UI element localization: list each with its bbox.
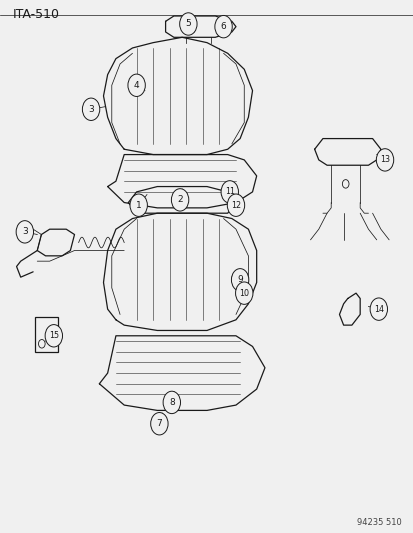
Circle shape <box>221 181 238 203</box>
Text: 94235 510: 94235 510 <box>356 518 401 527</box>
Text: 11: 11 <box>224 188 234 196</box>
Text: 1: 1 <box>135 201 141 209</box>
Circle shape <box>82 98 100 120</box>
Text: 9: 9 <box>237 276 242 284</box>
Circle shape <box>45 325 62 347</box>
Circle shape <box>375 149 393 171</box>
Text: 7: 7 <box>156 419 162 428</box>
Circle shape <box>130 194 147 216</box>
Text: 3: 3 <box>88 105 94 114</box>
Text: 8: 8 <box>169 398 174 407</box>
Text: 13: 13 <box>379 156 389 164</box>
Text: 12: 12 <box>230 201 240 209</box>
Circle shape <box>227 194 244 216</box>
Circle shape <box>231 269 248 291</box>
Text: 10: 10 <box>239 289 249 297</box>
Text: 14: 14 <box>373 305 383 313</box>
Circle shape <box>16 221 33 243</box>
Circle shape <box>171 189 188 211</box>
Circle shape <box>369 298 387 320</box>
Text: 15: 15 <box>49 332 59 340</box>
Text: 3: 3 <box>22 228 28 236</box>
Circle shape <box>235 282 252 304</box>
Circle shape <box>150 413 168 435</box>
Text: 2: 2 <box>177 196 183 204</box>
Circle shape <box>163 391 180 414</box>
Bar <box>35 317 58 352</box>
Text: ITA-510: ITA-510 <box>12 8 59 21</box>
Text: 6: 6 <box>220 22 226 31</box>
Circle shape <box>179 13 197 35</box>
Text: 4: 4 <box>133 81 139 90</box>
Text: 5: 5 <box>185 20 191 28</box>
Circle shape <box>214 15 232 38</box>
Circle shape <box>128 74 145 96</box>
